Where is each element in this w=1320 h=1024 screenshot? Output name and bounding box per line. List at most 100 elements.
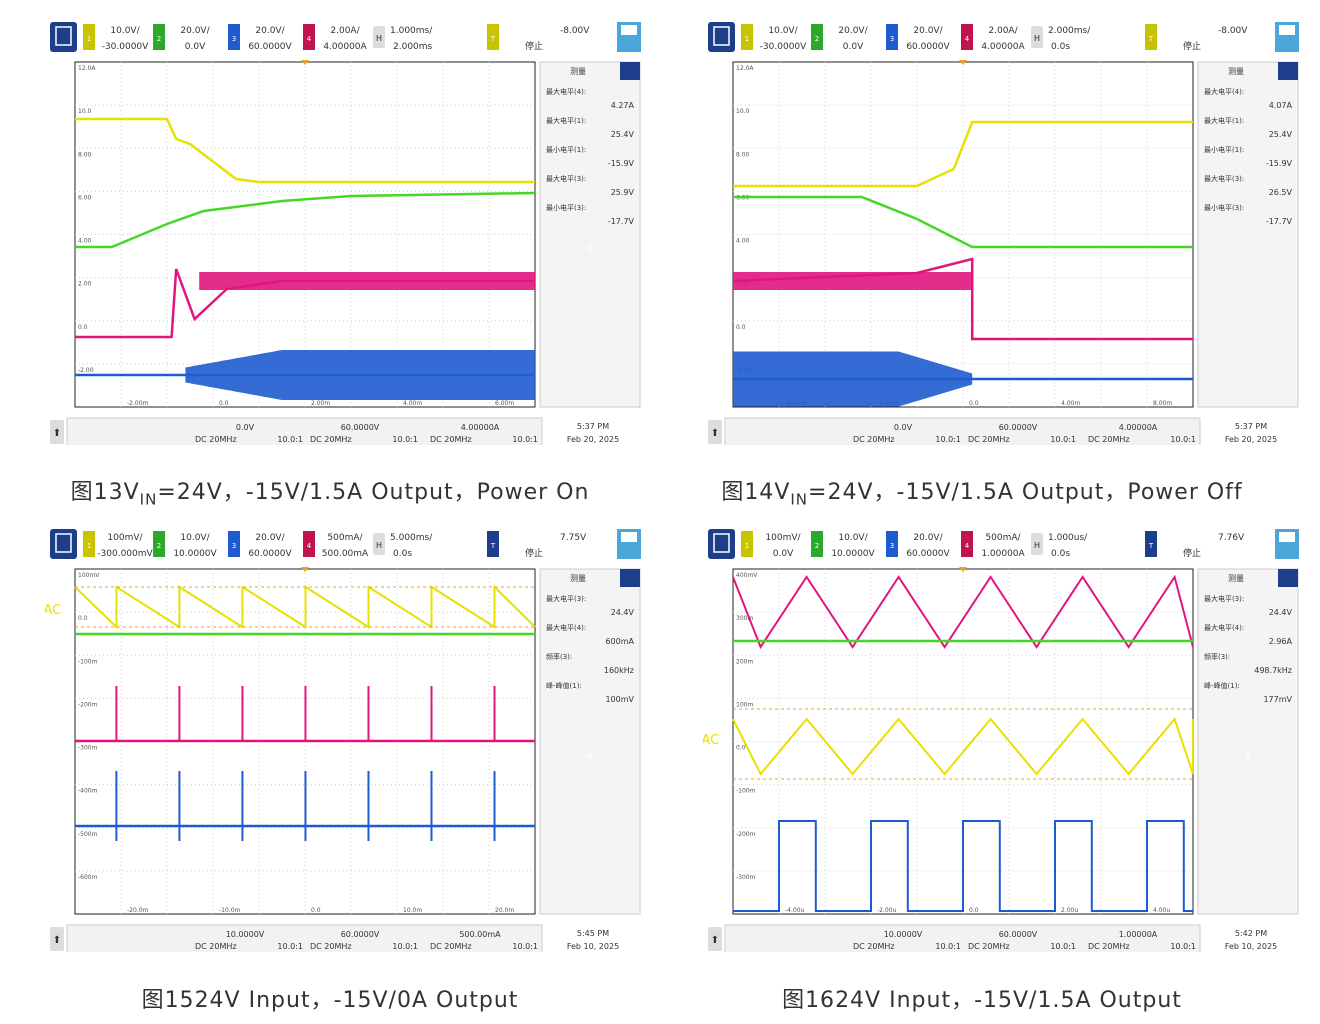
channel-3-badge (886, 24, 898, 50)
footer-offset: 10.0000V (884, 930, 923, 939)
x-tick-label: -2.00m (127, 400, 149, 407)
channel-offset: 1.00000A (981, 549, 1025, 559)
scope-footer: ⬆ 0.0V DC 20MHz 10.0:1 60.0000V DC 20MHz 10.0:… (708, 417, 1277, 445)
trace-line (733, 820, 1193, 912)
channel-2-badge (811, 531, 823, 557)
waveform-graph: 400mV 300m 200m 100m 0.0 -100m -200m -300m -4.00… (732, 567, 1194, 915)
trigger-badge (1145, 531, 1157, 557)
grid-label: 4.00 (736, 238, 750, 245)
footer-coupling: DC 20MHz (853, 942, 895, 951)
channel-scale: 20.0V/ (255, 26, 285, 36)
channel-4-badge (961, 24, 973, 50)
header-bg (45, 522, 645, 566)
horizontal-badge (373, 26, 385, 48)
measurement-label: 频率(3): (546, 652, 572, 661)
measurement-title: 测量 (1228, 574, 1244, 583)
channel-number: 1 (745, 542, 749, 550)
grid-label: 0.0 (78, 324, 88, 331)
footer-ratio: 10.0:1 (1050, 942, 1076, 951)
measurement-label: 最大电平(3): (546, 594, 586, 603)
channel-number: 2 (815, 35, 819, 43)
channel-1-badge (741, 531, 753, 557)
x-tick-label: 8.00m (1153, 400, 1172, 407)
waveform-graph: 100mV 0.0 -100m -200m -300m -400m -500m -600m -2… (74, 567, 536, 915)
time-scale: 5.000ms/ (390, 533, 433, 543)
channel-2-badge (153, 531, 165, 557)
measurement-label: 峰-峰值(1): (546, 681, 582, 690)
footer-offset: 60.0000V (341, 930, 380, 939)
scope-footer: ⬆ 10.0000V DC 20MHz 10.0:1 60.0000V DC 20MHz 1… (708, 924, 1277, 952)
grid-label: -100m (736, 788, 756, 795)
trigger-marker (959, 567, 967, 572)
trigger-badge (487, 24, 499, 50)
scope-header: 1 100mV/ -300.000mV 2 10.0V/10.0000V 3 20.0V/6… (45, 522, 645, 566)
channel-number: 4 (307, 35, 312, 43)
channel-scale: 20.0V/ (838, 26, 868, 36)
grid-label: -400m (78, 788, 98, 795)
channel-scale: 10.0V/ (768, 26, 798, 36)
caption-pre: V (774, 480, 791, 505)
caption-text: 24V Input，-15V/0A Output (194, 988, 519, 1013)
channel-offset: 4.00000A (323, 42, 367, 52)
grid-label: 2.00 (78, 281, 92, 288)
trace-envelope (199, 272, 535, 290)
grid-label: 8.00 (736, 151, 750, 158)
footer-arrow-button (50, 420, 64, 444)
channel-scale: 100mV/ (765, 533, 801, 543)
measurement-menu-icon (620, 62, 640, 80)
trigger-level: 7.76V (1218, 533, 1245, 543)
trigger-letter: T (1148, 542, 1154, 550)
measurement-bg (1197, 568, 1299, 915)
trigger-level: 7.75V (560, 533, 587, 543)
footer-arrow-icon: ⬆ (53, 935, 61, 946)
channel-4-badge (303, 24, 315, 50)
channel-offset: -30.0000V (102, 42, 149, 52)
figure-caption-15: 图1524V Input，-15V/0A Output (0, 982, 660, 1014)
channel-number: 4 (965, 35, 970, 43)
channel-offset: 10.0000V (173, 549, 217, 559)
channel-number: 4 (965, 542, 970, 550)
footer-bar (724, 924, 1201, 952)
measurement-menu-icon (620, 569, 640, 587)
footer-time: 5:45 PM (577, 929, 609, 938)
x-tick-label: -4.00u (785, 907, 805, 914)
grid-label: 300m (736, 615, 753, 622)
channel-offset: 60.0000V (248, 42, 292, 52)
trace-il (732, 257, 1193, 341)
channel-offset: 60.0000V (248, 549, 292, 559)
channel-offset: -30.0000V (760, 42, 807, 52)
trace-il (75, 686, 535, 743)
grid-label: 12.0A (78, 65, 96, 72)
x-tick-label: 4.00m (403, 400, 422, 407)
caption-sub: IN (139, 490, 158, 509)
scope-footer: ⬆ 0.0V DC 20MHz 10.0:1 60.0000V DC 20MHz 10.0:… (50, 417, 619, 445)
footer-arrow-button (708, 420, 722, 444)
grid-label: 10.0 (736, 108, 750, 115)
footer-offset: 0.0V (894, 423, 913, 432)
menu-icon-glyph (713, 533, 730, 553)
header-bg (703, 522, 1303, 566)
channel-scale: 2.00A/ (330, 26, 360, 36)
add-measurement-icon: + (585, 748, 595, 762)
trigger-letter: T (490, 35, 496, 43)
figure-caption-14: 图14VIN=24V，-15V/1.5A Output，Power Off (652, 474, 1312, 508)
footer-offset: 4.00000A (461, 423, 500, 432)
grid-label: 12.0A (736, 65, 754, 72)
footer-arrow-icon: ⬆ (711, 935, 719, 946)
trace-voutac (732, 708, 1194, 780)
channel-number: 2 (815, 542, 819, 550)
trace-vout (733, 120, 1193, 188)
channel-offset: 0.0V (773, 549, 794, 559)
measurement-menu-icon (1278, 569, 1298, 587)
trace-vsw (75, 350, 535, 400)
trigger-state: 停止 (1183, 547, 1201, 559)
footer-date: Feb 20, 2025 (567, 435, 619, 444)
channel-scale: 10.0V/ (110, 26, 140, 36)
measurement-value: 498.7kHz (1254, 666, 1292, 675)
measurement-bg (1197, 61, 1299, 408)
horizontal-letter: H (1034, 541, 1040, 550)
measurement-label: 最大电平(3): (1204, 174, 1244, 183)
channel-scale: 100mV/ (107, 533, 143, 543)
footer-coupling: DC 20MHz (430, 942, 472, 951)
